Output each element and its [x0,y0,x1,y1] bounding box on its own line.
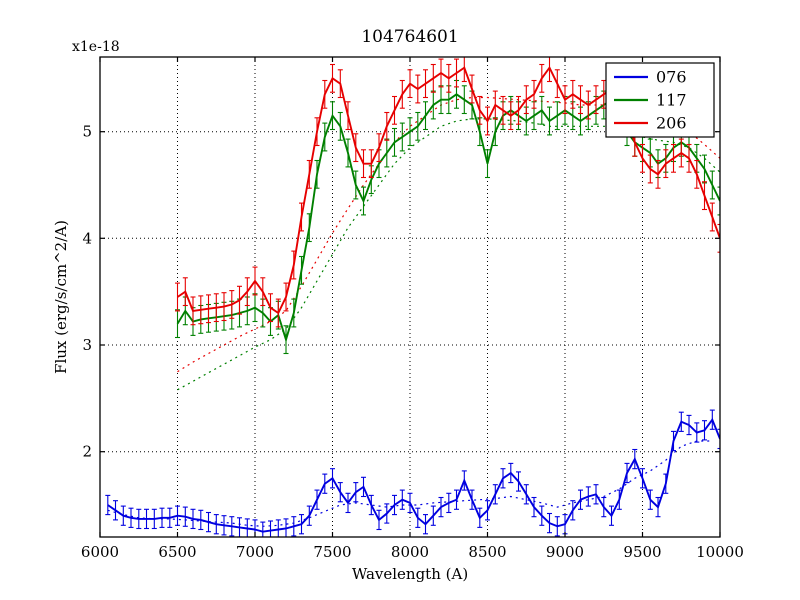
svg-text:9000: 9000 [546,543,584,561]
svg-text:9500: 9500 [623,543,661,561]
legend-label-117: 117 [656,91,687,110]
legend-entry-076: 076 [614,68,687,87]
svg-text:3: 3 [82,336,92,354]
svg-text:4: 4 [82,229,92,247]
svg-text:8500: 8500 [468,543,506,561]
legend-entry-117: 117 [614,91,687,110]
line-076 [107,417,720,533]
series-076 [105,409,720,537]
x-axis-label: Wavelength (A) [352,565,468,583]
chart-title: 104764601 [361,27,458,47]
line-117-model [177,118,720,391]
series-206 [175,57,720,328]
legend-label-206: 206 [656,114,687,133]
y-axis-label: Flux (erg/s/cm^2/A) [52,220,70,374]
axis-ticks [99,57,721,537]
svg-text:8000: 8000 [391,543,429,561]
svg-text:7500: 7500 [313,543,351,561]
legend-entry-206: 206 [614,114,687,133]
svg-text:6500: 6500 [158,543,196,561]
svg-text:6000: 6000 [81,543,119,561]
svg-text:5: 5 [82,123,92,141]
legend: 076 117 206 [605,62,715,138]
svg-text:7000: 7000 [236,543,274,561]
series-117-model [177,118,720,391]
y-axis-offset-label: x1e-18 [72,39,120,55]
legend-label-076: 076 [656,68,687,87]
svg-text:10000: 10000 [696,543,744,561]
y-tick-labels: 2 3 4 5 [82,123,92,461]
x-tick-labels: 6000 6500 7000 7500 8000 8500 9000 9500 10000 [81,543,744,561]
svg-text:2: 2 [82,443,92,461]
